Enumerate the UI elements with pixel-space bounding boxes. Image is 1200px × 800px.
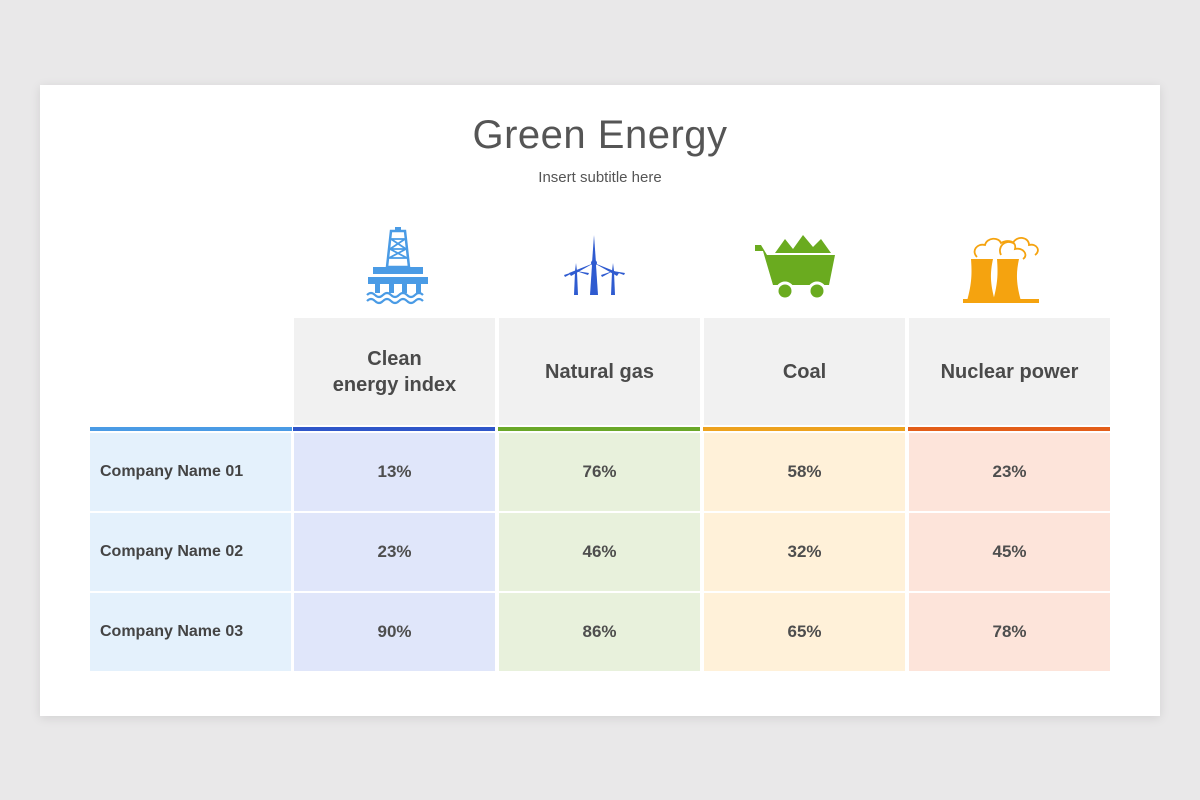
accent-bar-names	[90, 427, 292, 431]
value-cell: 13%	[294, 433, 495, 511]
accent-bar-natural-gas	[498, 427, 700, 431]
wind-turbine-icon	[549, 225, 639, 305]
value-cell: 76%	[499, 433, 700, 511]
oil-rig-icon	[353, 225, 443, 305]
value-cell: 46%	[499, 513, 700, 591]
header-label: Clean energy index	[332, 347, 457, 396]
accent-bar-nuclear	[908, 427, 1110, 431]
value-cell: 65%	[704, 593, 905, 671]
value-cell: 78%	[909, 593, 1110, 671]
value-cell: 58%	[704, 433, 905, 511]
accent-bar-clean-energy	[293, 427, 495, 431]
header-coal: Coal	[704, 318, 905, 425]
header-nuclear-power: Nuclear power	[909, 318, 1110, 425]
header-clean-energy-index: Clean energy index	[294, 318, 495, 425]
value-cell: 23%	[294, 513, 495, 591]
coal-cart-icon	[751, 225, 841, 305]
company-name-cell: Company Name 02	[90, 513, 291, 591]
header-label: Natural gas	[545, 360, 654, 383]
header-label: Coal	[782, 360, 827, 383]
value-cell: 90%	[294, 593, 495, 671]
slide-title: Green Energy	[472, 113, 728, 157]
value-cell: 86%	[499, 593, 700, 671]
header-natural-gas: Natural gas	[499, 318, 700, 425]
slide: Green Energy Insert subtitle here	[40, 85, 1160, 716]
accent-bar-coal	[703, 427, 905, 431]
company-name-cell: Company Name 01	[90, 433, 291, 511]
company-name-cell: Company Name 03	[90, 593, 291, 671]
value-cell: 32%	[704, 513, 905, 591]
nuclear-plant-icon	[957, 225, 1047, 305]
header-label: Nuclear power	[940, 360, 1079, 383]
slide-subtitle: Insert subtitle here	[538, 169, 662, 186]
value-cell: 23%	[909, 433, 1110, 511]
value-cell: 45%	[909, 513, 1110, 591]
